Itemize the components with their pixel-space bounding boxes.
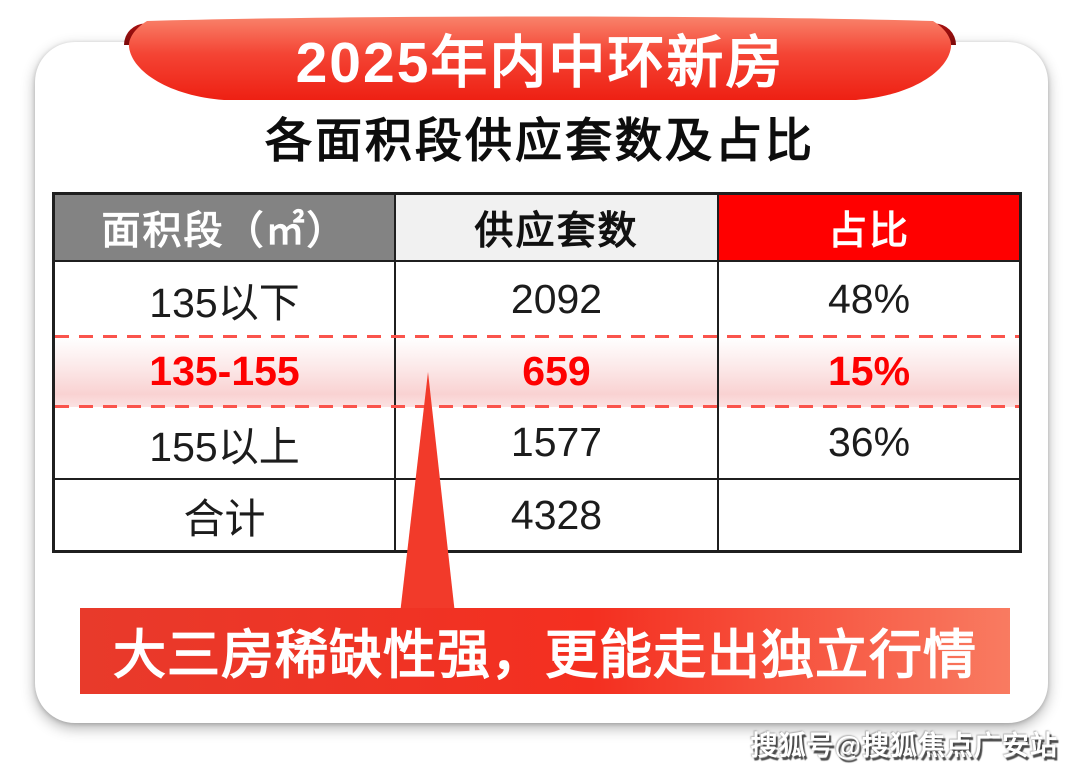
table-cell-under-135-supply: 2092 bbox=[396, 262, 719, 336]
table-cell-total-area: 合计 bbox=[55, 480, 396, 550]
ribbon-banner-shape bbox=[124, 16, 956, 100]
table-cell-over-155-share: 36% bbox=[719, 407, 1019, 480]
table-cell-135-155-share: 15% bbox=[719, 336, 1019, 407]
page-title: 2025年内中环新房 bbox=[295, 31, 785, 95]
supply-table: 面积段（㎡） 供应套数 占比 135以下 2092 48% 135-155 659 15%… bbox=[52, 192, 1022, 553]
highlight-dashed-border-top bbox=[55, 335, 1019, 338]
page-subtitle: 各面积段供应套数及占比 bbox=[265, 114, 815, 167]
table-cell-135-155-area: 135-155 bbox=[55, 336, 396, 407]
watermark-text: 搜狐号@搜狐焦点广安站 bbox=[750, 731, 1058, 761]
table-header-supply: 供应套数 bbox=[396, 195, 719, 262]
callout-text: 大三房稀缺性强，更能走出独立行情 bbox=[113, 626, 977, 685]
table-header-share: 占比 bbox=[719, 195, 1019, 262]
table-cell-over-155-supply: 1577 bbox=[396, 407, 719, 480]
table-cell-135-155-supply: 659 bbox=[396, 336, 719, 407]
table-cell-under-135-area: 135以下 bbox=[55, 262, 396, 336]
table-cell-total-supply: 4328 bbox=[396, 480, 719, 550]
callout-banner: 大三房稀缺性强，更能走出独立行情 bbox=[80, 608, 1010, 694]
table-cell-total-share bbox=[719, 480, 1019, 550]
highlight-dashed-border-bottom bbox=[55, 405, 1019, 408]
ribbon-body bbox=[128, 16, 952, 100]
table-header-area: 面积段（㎡） bbox=[55, 195, 396, 262]
callout-pointer-arrow bbox=[400, 372, 455, 614]
table-cell-under-135-share: 48% bbox=[827, 275, 911, 322]
table-cell-over-155-area: 155以上 bbox=[55, 407, 396, 480]
